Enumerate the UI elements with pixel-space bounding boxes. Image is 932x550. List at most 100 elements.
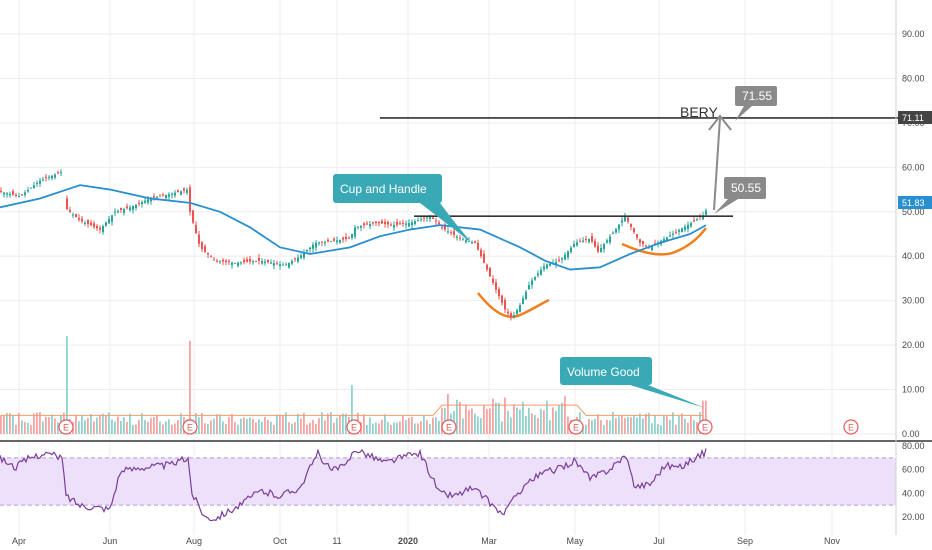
volume-bar <box>636 417 638 434</box>
candle-body <box>495 282 497 290</box>
volume-bar <box>702 400 704 434</box>
breakout-callout: 50.55 <box>714 177 766 214</box>
volume-bar <box>150 418 152 434</box>
earnings-marker[interactable] <box>697 419 713 435</box>
volume-bar <box>324 420 326 434</box>
candle-body <box>180 191 182 195</box>
candle-body <box>504 299 506 310</box>
candle-body <box>15 194 17 196</box>
candle-body <box>66 198 68 210</box>
candle-body <box>207 252 209 255</box>
candle-body <box>48 177 50 179</box>
volume-bar <box>366 424 368 434</box>
price-tick-label: 90.00 <box>902 29 925 39</box>
candle-body <box>234 262 236 264</box>
candle-body <box>405 223 407 225</box>
earnings-marker[interactable] <box>182 419 198 435</box>
candle-body <box>627 217 629 222</box>
volume-bar <box>627 416 629 434</box>
volume-bar <box>21 420 23 434</box>
volume-bar <box>321 412 323 434</box>
volume-bar <box>204 423 206 434</box>
candle-body <box>624 216 626 222</box>
candle-body <box>669 235 671 237</box>
candle-body <box>369 224 371 227</box>
candle-body <box>174 192 176 196</box>
volume-bar <box>105 415 107 434</box>
volume-bar <box>39 412 41 434</box>
candle-body <box>549 263 551 266</box>
candle-body <box>450 232 452 234</box>
volume-bar <box>549 420 551 434</box>
candle-body <box>216 260 218 262</box>
volume-bar <box>501 421 503 434</box>
volume-bar <box>225 424 227 434</box>
volume-bar <box>15 424 17 434</box>
earnings-marker[interactable] <box>568 419 584 435</box>
volume-bar <box>648 412 650 434</box>
candle-body <box>294 258 296 260</box>
volume-bar <box>3 415 5 434</box>
candle-body <box>162 194 164 196</box>
volume-bar <box>276 414 278 434</box>
candle-body <box>522 298 524 305</box>
candle-body <box>633 228 635 233</box>
earnings-marker[interactable] <box>441 419 457 435</box>
candle-body <box>267 259 269 263</box>
volume-bar <box>387 422 389 434</box>
candle-body <box>591 236 593 242</box>
candle-body <box>291 260 293 264</box>
volume-bar <box>456 399 458 434</box>
volume-bar <box>597 414 599 434</box>
candle-body <box>3 192 5 195</box>
volume-bar <box>222 421 224 434</box>
volume-bar <box>288 422 290 434</box>
volume-bar <box>567 416 569 434</box>
volume-bar <box>420 421 422 434</box>
volume-bar <box>654 414 656 434</box>
earnings-marker[interactable] <box>843 419 859 435</box>
candle-body <box>204 246 206 252</box>
volume-bar <box>372 423 374 434</box>
candle-body <box>606 240 608 243</box>
candle-body <box>414 221 416 225</box>
candle-body <box>543 266 545 270</box>
candle-body <box>339 239 341 243</box>
candle-body <box>231 262 233 265</box>
volume-bar <box>687 422 689 434</box>
candle-body <box>390 224 392 226</box>
projection-arrow <box>708 114 732 211</box>
candle-body <box>9 194 11 195</box>
volume-bar <box>369 417 371 434</box>
volume-bar <box>552 407 554 434</box>
volume-bar <box>396 422 398 434</box>
time-tick-label: Nov <box>824 536 841 546</box>
candle-body <box>615 228 617 233</box>
candle-body <box>135 204 137 209</box>
volume-bar <box>306 424 308 434</box>
volume-bar <box>297 413 299 434</box>
price-tick-label: 20.00 <box>902 340 925 350</box>
candle-body <box>168 194 170 197</box>
volume-bar <box>471 408 473 434</box>
volume-bar <box>243 417 245 434</box>
volume-bar <box>390 424 392 434</box>
candle-body <box>45 177 47 179</box>
volume-bar <box>594 418 596 434</box>
candle-body <box>342 237 344 240</box>
candle-body <box>384 221 386 224</box>
volume-bars <box>0 336 707 434</box>
candle-body <box>117 210 119 213</box>
volume-bar <box>543 410 545 434</box>
candle-body <box>411 222 413 226</box>
earnings-marker[interactable] <box>346 419 362 435</box>
candle-body <box>360 226 362 228</box>
candle-body <box>12 191 14 195</box>
candle-body <box>540 269 542 275</box>
volume-bar <box>252 418 254 434</box>
candle-body <box>198 234 200 244</box>
earnings-marker[interactable] <box>58 419 74 435</box>
volume-bar <box>231 414 233 434</box>
volume-bar <box>678 416 680 434</box>
